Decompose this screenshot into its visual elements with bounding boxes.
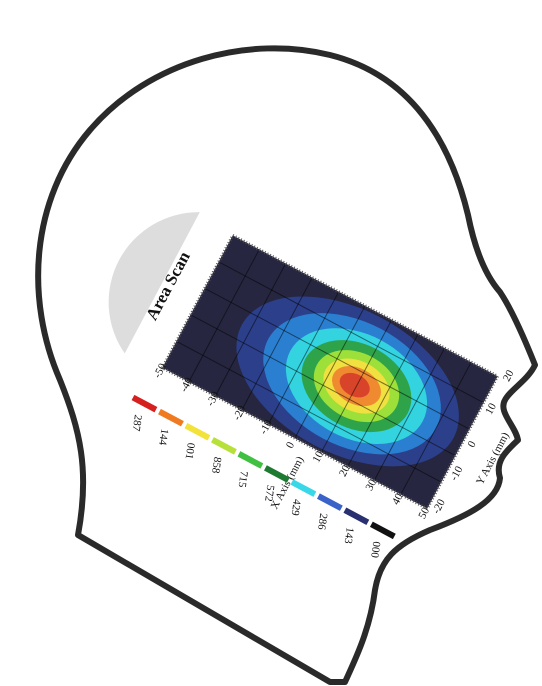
scan-shadow xyxy=(108,212,200,354)
grid-line xyxy=(400,361,472,495)
grid xyxy=(176,249,484,495)
legend-swatch xyxy=(290,479,317,497)
contour xyxy=(339,372,370,398)
legend-label: 429 xyxy=(289,498,303,517)
x-tick-label: 0 xyxy=(284,440,297,451)
grid-line xyxy=(294,305,366,439)
grid-line xyxy=(241,277,313,411)
legend-swatch xyxy=(158,408,184,427)
legend-swatch xyxy=(131,394,158,413)
legend-label: 144 xyxy=(156,428,170,447)
grid-line xyxy=(188,249,260,383)
legend-swatch xyxy=(237,451,264,469)
legend-label: 143 xyxy=(342,526,356,545)
grid-line xyxy=(190,314,456,457)
grid-line xyxy=(373,347,446,481)
grid-line xyxy=(214,263,287,397)
grid-line xyxy=(176,340,442,483)
legend-label: 572 xyxy=(262,484,276,502)
y-tick-label: 0 xyxy=(466,439,479,450)
legend-swatch xyxy=(343,507,370,526)
grid-line xyxy=(267,291,340,425)
grid-line xyxy=(320,319,393,453)
grid-line xyxy=(347,333,419,467)
legend-swatch xyxy=(184,423,211,441)
legend-swatch xyxy=(264,465,290,483)
legend-swatch xyxy=(211,437,237,455)
legend-label: 858 xyxy=(209,456,223,475)
legend-label: 715 xyxy=(236,470,250,489)
legend-label: 286 xyxy=(315,512,329,531)
legend-label: 287 xyxy=(130,414,144,433)
legend-swatch xyxy=(369,521,396,540)
legend-swatch xyxy=(316,493,343,511)
area-scan: Area Scan X Axis (mm) Y Axis (mm) -50-40… xyxy=(108,212,517,560)
grid-line xyxy=(218,261,484,404)
legend-label: 001 xyxy=(183,442,197,460)
legend-label: 000 xyxy=(368,541,382,560)
grid-line xyxy=(204,287,470,430)
